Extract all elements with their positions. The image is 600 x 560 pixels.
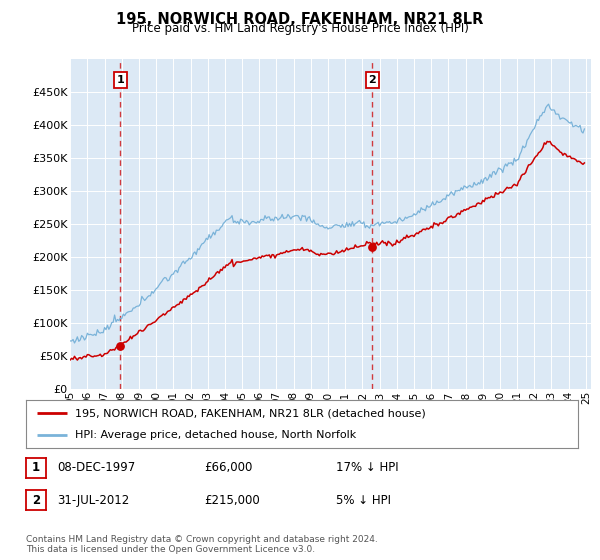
Text: £66,000: £66,000 [204,461,253,474]
Text: HPI: Average price, detached house, North Norfolk: HPI: Average price, detached house, Nort… [76,430,357,440]
Text: 195, NORWICH ROAD, FAKENHAM, NR21 8LR: 195, NORWICH ROAD, FAKENHAM, NR21 8LR [116,12,484,27]
Text: 08-DEC-1997: 08-DEC-1997 [57,461,135,474]
Point [116,341,125,350]
Text: 2: 2 [368,75,376,85]
Text: 1: 1 [32,461,40,474]
Text: Price paid vs. HM Land Registry's House Price Index (HPI): Price paid vs. HM Land Registry's House … [131,22,469,35]
Text: 1: 1 [116,75,124,85]
Text: 195, NORWICH ROAD, FAKENHAM, NR21 8LR (detached house): 195, NORWICH ROAD, FAKENHAM, NR21 8LR (d… [76,408,426,418]
Text: £215,000: £215,000 [204,493,260,507]
Text: 17% ↓ HPI: 17% ↓ HPI [336,461,398,474]
Text: 5% ↓ HPI: 5% ↓ HPI [336,493,391,507]
Point [368,242,377,251]
Text: 2: 2 [32,493,40,507]
Text: Contains HM Land Registry data © Crown copyright and database right 2024.
This d: Contains HM Land Registry data © Crown c… [26,535,377,554]
Text: 31-JUL-2012: 31-JUL-2012 [57,493,129,507]
